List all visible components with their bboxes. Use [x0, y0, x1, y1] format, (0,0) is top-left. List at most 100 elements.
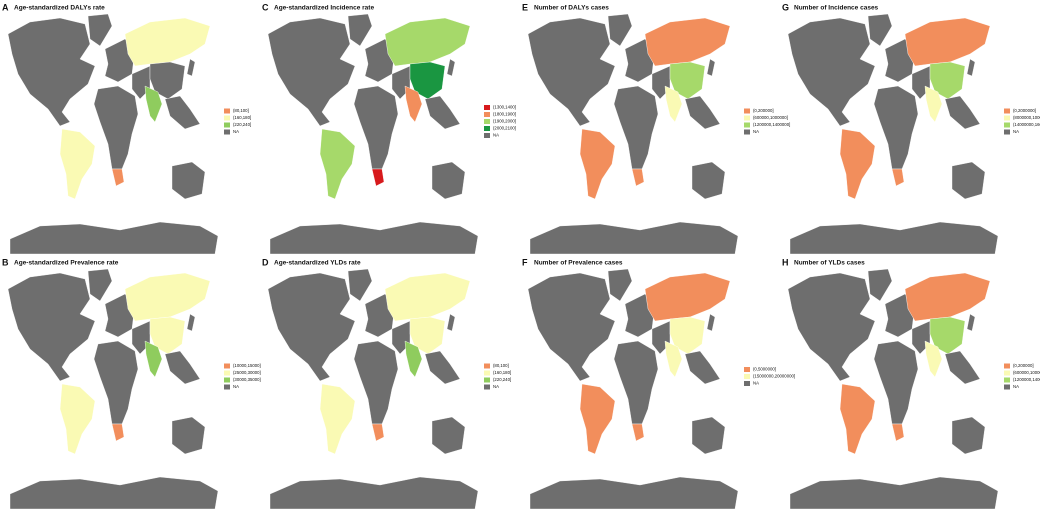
region-china: [669, 61, 706, 100]
legend-swatch: [484, 105, 490, 110]
legend-swatch: [1004, 115, 1010, 121]
legend-label: NA: [233, 384, 239, 389]
region-africa: [93, 340, 139, 425]
region-africa: [873, 340, 919, 425]
region-africa: [613, 340, 659, 425]
region-australia: [951, 416, 986, 455]
legend-swatch: [224, 122, 230, 128]
panel-letter: C: [262, 2, 269, 12]
region-india: [404, 340, 423, 378]
region-antarctica: [9, 476, 219, 510]
region-seasia: [424, 350, 461, 385]
legend-label: (600000,1000000]: [1013, 370, 1040, 375]
world-map: [527, 268, 739, 510]
region-na: [527, 17, 616, 127]
legend-label: (1900,2000]: [493, 119, 516, 124]
region-antarctica: [9, 221, 219, 255]
panel-letter: E: [522, 2, 528, 12]
region-russia: [904, 17, 991, 67]
region-seasia: [684, 350, 721, 385]
region-australia: [951, 161, 986, 200]
region-seasia: [944, 95, 981, 130]
region-india: [144, 340, 163, 378]
region-india: [924, 85, 943, 123]
legend-swatch: [484, 363, 490, 369]
region-australia: [691, 416, 726, 455]
panel-letter: A: [2, 2, 9, 12]
legend-label: (0,200000]: [753, 108, 774, 113]
region-sa: [579, 383, 616, 455]
legend-label: NA: [233, 129, 239, 134]
legend-swatch: [744, 115, 750, 121]
map-panel: B Age-standardized Prevalence rate (10000,…: [2, 257, 261, 510]
region-australia: [171, 416, 206, 455]
legend-swatch: [224, 129, 230, 135]
legend-label: (600000,1000000]: [753, 115, 788, 120]
map-panel: F Number of Prevalence cases (0,5000000] (1…: [522, 257, 795, 510]
legend-swatch: [744, 367, 750, 372]
panel-letter: D: [262, 257, 269, 267]
region-safrica: [631, 168, 645, 187]
region-china: [409, 316, 446, 355]
legend-label: (2000,2100]: [493, 126, 516, 131]
region-japan: [446, 58, 456, 77]
legend-swatch: [1004, 384, 1010, 390]
legend-swatch: [224, 115, 230, 121]
region-australia: [431, 161, 466, 200]
world-map: [7, 13, 219, 255]
panel-title: Age-standardized Incidence rate: [274, 5, 374, 12]
panel-title: Age-standardized YLDs rate: [274, 260, 361, 267]
region-china: [409, 61, 446, 100]
region-india: [144, 85, 163, 123]
panel-title: Number of Prevalence cases: [534, 260, 623, 267]
legend-swatch: [484, 370, 490, 376]
panel-title: Age-standardized Prevalence rate: [14, 260, 119, 267]
region-china: [929, 61, 966, 100]
region-china: [149, 61, 186, 100]
legend-swatch: [1004, 108, 1010, 114]
region-japan: [706, 313, 716, 332]
world-map: [787, 268, 999, 510]
region-greenland: [607, 13, 633, 47]
region-india: [924, 340, 943, 378]
legend-label: (0,200000]: [1013, 363, 1034, 368]
region-antarctica: [789, 476, 999, 510]
region-africa: [613, 85, 659, 170]
panel-title: Number of YLDs cases: [794, 260, 865, 267]
region-russia: [384, 17, 471, 67]
legend-swatch: [484, 133, 490, 138]
region-safrica: [111, 168, 125, 187]
legend-swatch: [484, 119, 490, 124]
legend-label: NA: [753, 381, 759, 386]
region-safrica: [111, 423, 125, 442]
region-russia: [904, 272, 991, 322]
map-panel: A Age-standardized DALYs rate (80,100] (160…: [2, 2, 251, 255]
region-na: [267, 272, 356, 382]
region-na: [7, 272, 96, 382]
region-seasia: [684, 95, 721, 130]
legend-label: NA: [753, 129, 759, 134]
region-russia: [644, 17, 731, 67]
legend-label: (80,100]: [233, 108, 249, 113]
region-sa: [59, 383, 96, 455]
legend-swatch: [224, 384, 230, 390]
legend-label: (8000000,10000000]: [1013, 115, 1040, 120]
region-antarctica: [529, 476, 739, 510]
region-safrica: [891, 423, 905, 442]
region-greenland: [87, 13, 113, 47]
legend-label: (160,180]: [493, 370, 511, 375]
region-japan: [706, 58, 716, 77]
region-sa: [319, 383, 356, 455]
region-seasia: [164, 95, 201, 130]
region-na: [787, 17, 876, 127]
legend-label: (15000000,20000000]: [753, 374, 795, 379]
region-china: [929, 316, 966, 355]
legend-swatch: [484, 384, 490, 390]
region-japan: [966, 313, 976, 332]
legend-swatch: [1004, 363, 1010, 369]
region-japan: [186, 58, 196, 77]
panel-letter: H: [782, 257, 789, 267]
legend-swatch: [224, 370, 230, 376]
legend-label: (1300,1400]: [493, 105, 516, 110]
